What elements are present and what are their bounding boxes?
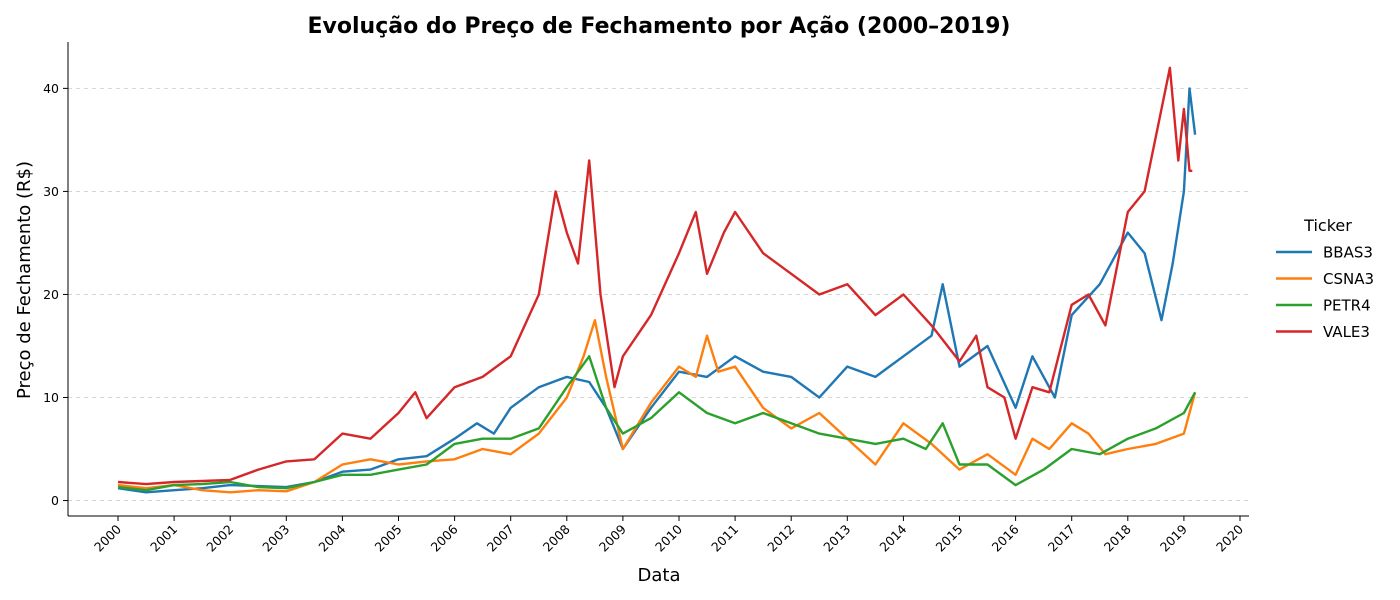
x-tick-label-2014: 2014 [876, 521, 909, 554]
x-tick-label-2009: 2009 [596, 521, 629, 554]
x-tick-label-2001: 2001 [147, 522, 180, 555]
axes [67, 42, 1249, 517]
series-line-bbas3 [117, 87, 1197, 494]
x-axis-label: Data [638, 565, 681, 586]
legend-label-vale3: VALE3 [1323, 323, 1370, 341]
x-tick-label-2003: 2003 [259, 522, 292, 555]
x-tick-label-2012: 2012 [764, 522, 797, 555]
legend-label-petr4: PETR4 [1323, 297, 1371, 315]
series-line-vale3 [117, 66, 1193, 486]
x-tick-label-2018: 2018 [1101, 521, 1134, 554]
x-tick-label-2006: 2006 [428, 521, 461, 554]
x-tick-label-2019: 2019 [1157, 521, 1190, 554]
x-tick-label-2017: 2017 [1045, 522, 1078, 555]
y-tick-label-20: 20 [43, 287, 59, 302]
x-tick-label-2020: 2020 [1213, 521, 1246, 554]
y-tick-label-10: 10 [43, 390, 59, 405]
chart-title: Evolução do Preço de Fechamento por Ação… [308, 14, 1011, 39]
y-tick-label-40: 40 [43, 81, 59, 96]
x-tick-label-2008: 2008 [540, 521, 573, 554]
x-tick-label-2000: 2000 [91, 521, 124, 554]
y-tick-label-0: 0 [51, 493, 59, 508]
x-tick-label-2016: 2016 [989, 521, 1022, 554]
y-tick-label-30: 30 [43, 184, 59, 199]
legend: Ticker BBAS3 CSNA3 PETR4 VALE3 [1276, 216, 1374, 341]
series-line-csna3 [117, 319, 1197, 494]
x-tick-label-2007: 2007 [484, 522, 517, 555]
series-lines [117, 66, 1197, 494]
x-tick-label-2015: 2015 [933, 522, 966, 555]
series-line-petr4 [117, 355, 1197, 492]
y-axis-label: Preço de Fechamento (R$) [14, 161, 35, 399]
x-tick-label-2013: 2013 [820, 522, 853, 555]
x-tick-label-2002: 2002 [203, 522, 236, 555]
legend-label-csna3: CSNA3 [1323, 270, 1374, 288]
x-tick-label-2010: 2010 [652, 521, 685, 554]
x-tick-label-2011: 2011 [708, 522, 741, 555]
x-tick-label-2004: 2004 [315, 521, 348, 554]
grid [68, 87, 1249, 501]
legend-label-bbas3: BBAS3 [1323, 244, 1373, 262]
x-tick-label-2005: 2005 [372, 522, 405, 555]
legend-title: Ticker [1303, 216, 1352, 235]
